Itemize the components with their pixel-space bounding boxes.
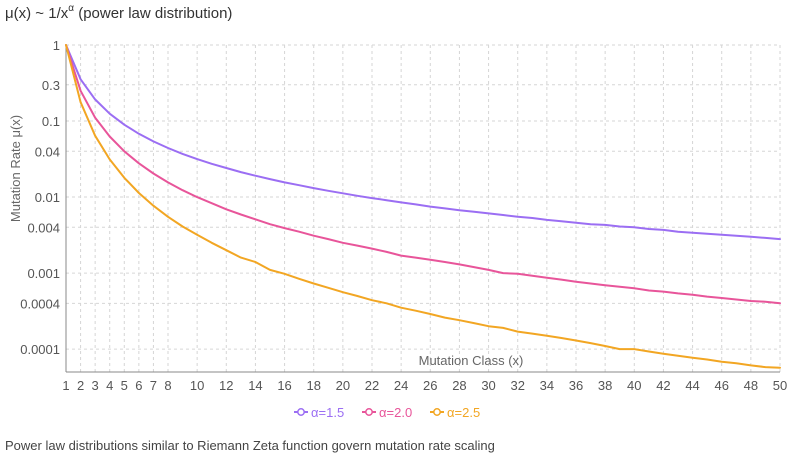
x-tick-label: 20 [336,378,350,393]
chart-title-suffix: (power law distribution) [74,5,233,22]
x-tick-label: 48 [744,378,758,393]
x-tick-label: 2 [77,378,84,393]
x-tick-label: 24 [394,378,408,393]
x-tick-label: 22 [365,378,379,393]
legend-marker-1 [297,408,305,416]
y-tick-label: 0.04 [35,144,60,159]
x-tick-label: 50 [773,378,787,393]
x-tick-label: 36 [569,378,583,393]
chart-title-exponent: α [68,3,75,14]
series-line-2 [65,44,781,305]
grid-layer [66,44,781,372]
series-line-3 [65,44,781,369]
legend-label-2: α=2.0 [379,405,412,420]
chart-title-prefix: μ(x) ~ 1/x [5,5,69,22]
x-tick-label: 34 [540,378,554,393]
x-tick-label: 12 [219,378,233,393]
x-tick-label: 8 [164,378,171,393]
chart-title: μ(x) ~ 1/xα (power law distribution) [5,3,233,22]
legend-label-3: α=2.5 [447,405,480,420]
x-tick-label: 42 [656,378,670,393]
x-tick-label: 10 [190,378,204,393]
y-tick-label: 0.004 [27,220,60,235]
legend: α=1.5 α=2.0 α=2.5 [294,405,480,420]
x-tick-label: 6 [135,378,142,393]
legend-marker-3 [433,408,441,416]
y-tick-label: 1 [53,38,60,53]
x-tick-label: 18 [306,378,320,393]
x-tick-label: 14 [248,378,262,393]
legend-marker-2 [365,408,373,416]
y-tick-label: 0.001 [27,266,60,281]
x-tick-label: 38 [598,378,612,393]
x-tick-label: 5 [121,378,128,393]
y-tick-label: 0.3 [42,78,60,93]
x-tick-label: 3 [92,378,99,393]
y-tick-label: 0.0001 [20,342,60,357]
x-tick-label: 26 [423,378,437,393]
x-tick-label: 46 [714,378,728,393]
x-tick-label: 4 [106,378,113,393]
x-tick-label: 16 [277,378,291,393]
x-tick-label: 32 [510,378,524,393]
x-tick-label: 44 [685,378,699,393]
x-tick-label: 30 [481,378,495,393]
y-tick-label: 0.01 [35,190,60,205]
x-tick-label: 40 [627,378,641,393]
x-tick-label: 28 [452,378,466,393]
x-tick-label: 1 [62,378,69,393]
y-axis-label: Mutation Rate μ(x) [8,115,23,222]
series-line-1 [65,44,781,241]
y-tick-label: 0.1 [42,114,60,129]
y-tick-label: 0.0004 [20,296,60,311]
x-tick-label: 7 [150,378,157,393]
series-layer [65,44,781,369]
axis-layer [65,45,780,373]
x-axis-label: Mutation Class (x) [419,353,524,368]
legend-label-1: α=1.5 [311,405,344,420]
chart-caption: Power law distributions similar to Riema… [5,438,495,453]
label-layer: 1 2 3 4 5 6 7 8 10 12 14 16 18 20 22 24 26 28 30 32 34 36 38 40… [8,38,787,393]
